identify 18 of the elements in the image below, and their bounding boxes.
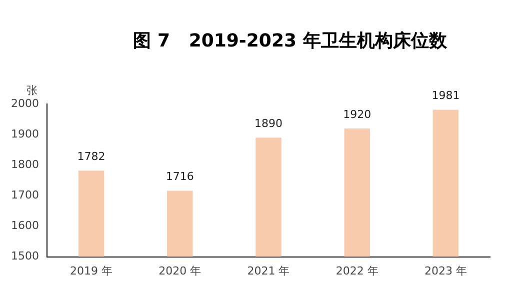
y-tick-label: 1600 (10, 219, 39, 232)
x-tick-label: 2023 年 (424, 264, 467, 278)
y-tick-label: 2000 (10, 96, 39, 110)
data-label: 1782 (77, 150, 106, 163)
x-tick-label: 2019 年 (70, 264, 113, 278)
x-tick-label: 2022 年 (336, 264, 378, 278)
data-label: 1890 (254, 116, 282, 130)
chart-title: 图 7 2019-2023 年卫生机构床位数 (133, 30, 448, 52)
x-tick-label: 2021 年 (247, 264, 290, 278)
y-tick-label: 1800 (10, 158, 39, 171)
y-axis-title: 张 (26, 84, 38, 97)
y-tick-label: 1500 (10, 250, 39, 263)
x-tick-label: 2020 年 (158, 264, 202, 278)
data-label: 1981 (432, 89, 460, 102)
data-label: 1716 (166, 170, 194, 184)
data-label: 1920 (343, 108, 372, 121)
y-tick-label: 1900 (10, 127, 39, 140)
y-tick-label: 1700 (10, 188, 39, 202)
